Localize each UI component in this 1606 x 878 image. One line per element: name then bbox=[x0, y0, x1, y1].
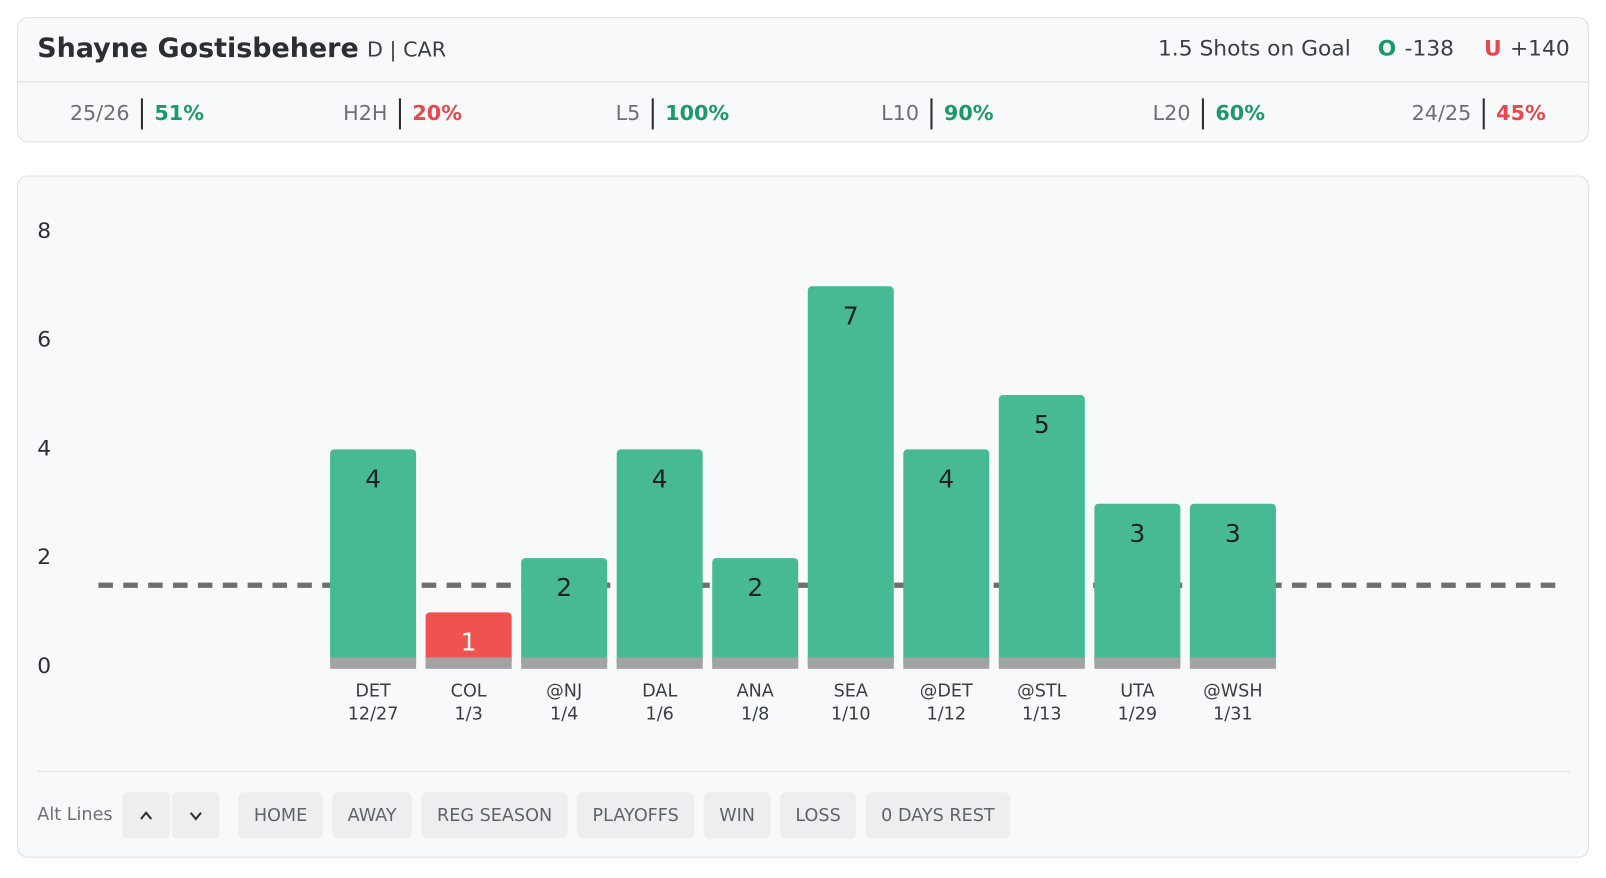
bar bbox=[1189, 503, 1276, 667]
y-tick-label: 4 bbox=[37, 436, 51, 461]
x-tick-date: 1/10 bbox=[831, 704, 871, 724]
y-tick-label: 8 bbox=[37, 219, 51, 244]
bar bbox=[616, 449, 703, 667]
stat-value: 45% bbox=[1496, 101, 1546, 125]
y-tick-label: 6 bbox=[37, 328, 51, 353]
y-tick-label: 2 bbox=[37, 545, 51, 570]
x-tick-date: 1/4 bbox=[550, 704, 578, 724]
bar-value-label: 2 bbox=[556, 573, 572, 602]
filter-button[interactable] bbox=[577, 792, 695, 839]
under-label: U bbox=[1484, 37, 1502, 62]
player-name: Shayne Gostisbehere bbox=[37, 33, 358, 64]
x-tick-date: 1/13 bbox=[1022, 704, 1062, 724]
x-tick-label: DAL bbox=[642, 682, 677, 702]
position-team: D | CAR bbox=[367, 38, 446, 63]
filter-label[interactable]: PLAYOFFS bbox=[593, 806, 679, 826]
bar-value-label: 3 bbox=[1225, 519, 1241, 548]
x-tick-date: 1/12 bbox=[927, 704, 967, 724]
filter-button[interactable] bbox=[332, 792, 413, 839]
stat-value: 60% bbox=[1215, 101, 1265, 125]
stat-label: L20 bbox=[1153, 101, 1191, 125]
bar-value-label: 7 bbox=[843, 301, 859, 330]
x-tick-label: COL bbox=[451, 682, 487, 702]
bar bbox=[330, 449, 417, 667]
filter-label[interactable]: WIN bbox=[719, 806, 755, 826]
bar-base bbox=[616, 657, 703, 669]
stat-label: L5 bbox=[616, 101, 641, 125]
bar bbox=[998, 394, 1085, 667]
x-tick-label: UTA bbox=[1120, 682, 1154, 702]
bar-base bbox=[1094, 657, 1181, 669]
stat-value: 100% bbox=[665, 101, 729, 125]
bar bbox=[425, 612, 512, 667]
stat-value: 90% bbox=[944, 101, 994, 125]
bar-base bbox=[521, 657, 608, 669]
bar-base bbox=[1189, 657, 1276, 669]
x-tick-label: @WSH bbox=[1203, 682, 1262, 702]
filter-label[interactable]: AWAY bbox=[348, 806, 397, 826]
alt-lines-label: Alt Lines bbox=[37, 805, 112, 825]
stat-value: 20% bbox=[412, 101, 462, 125]
chevron-up bbox=[140, 811, 153, 820]
x-tick-date: 1/29 bbox=[1118, 704, 1158, 724]
bar bbox=[807, 286, 894, 667]
bar-value-label: 1 bbox=[461, 627, 477, 656]
bar-value-label: 4 bbox=[365, 464, 381, 493]
chart-card bbox=[17, 175, 1589, 858]
bar-base bbox=[712, 657, 799, 669]
filter-label[interactable]: 0 DAYS REST bbox=[881, 806, 995, 826]
x-tick-label: DET bbox=[355, 682, 391, 702]
filter-button[interactable] bbox=[421, 792, 568, 839]
x-tick-label: @STL bbox=[1017, 682, 1067, 702]
bar-value-label: 4 bbox=[652, 464, 668, 493]
over-label: O bbox=[1378, 37, 1397, 62]
filter-label[interactable]: HOME bbox=[254, 806, 307, 826]
x-tick-date: 1/6 bbox=[646, 704, 674, 724]
filter-label[interactable]: LOSS bbox=[795, 806, 840, 826]
bar-value-label: 4 bbox=[938, 464, 954, 493]
stat-label: L10 bbox=[881, 101, 919, 125]
over-odds: -138 bbox=[1405, 37, 1454, 62]
bar bbox=[712, 558, 799, 667]
x-tick-label: ANA bbox=[737, 682, 774, 702]
filter-button[interactable] bbox=[865, 792, 1011, 839]
stat-label: 25/26 bbox=[70, 101, 130, 125]
x-tick-date: 1/3 bbox=[454, 704, 482, 724]
alt-down-button[interactable] bbox=[171, 792, 220, 839]
filter-label[interactable]: REG SEASON bbox=[437, 806, 552, 826]
prop-line: 1.5 Shots on Goal bbox=[1158, 37, 1351, 62]
stat-label: H2H bbox=[343, 101, 387, 125]
alt-up-button[interactable] bbox=[122, 792, 170, 839]
bar-base bbox=[903, 657, 990, 669]
bar-value-label: 3 bbox=[1129, 519, 1145, 548]
x-tick-label: SEA bbox=[834, 682, 868, 702]
x-tick-label: @NJ bbox=[546, 682, 582, 702]
x-tick-date: 1/8 bbox=[741, 704, 769, 724]
filter-button[interactable] bbox=[703, 792, 771, 839]
stat-value: 51% bbox=[154, 101, 204, 125]
y-tick-label: 0 bbox=[37, 654, 51, 679]
header-card bbox=[17, 17, 1589, 143]
chevron-down bbox=[189, 812, 202, 821]
bar-value-label: 5 bbox=[1034, 410, 1050, 439]
under-odds: +140 bbox=[1510, 37, 1570, 62]
bar-value-label: 2 bbox=[747, 573, 763, 602]
x-tick-date: 1/31 bbox=[1213, 704, 1253, 724]
bar-base bbox=[998, 657, 1085, 669]
filter-button[interactable] bbox=[779, 792, 857, 839]
filter-button[interactable] bbox=[238, 792, 323, 839]
bar-base bbox=[807, 657, 894, 669]
x-tick-label: @DET bbox=[920, 682, 973, 702]
bar-base bbox=[330, 657, 417, 669]
bar bbox=[903, 449, 990, 667]
bar bbox=[1094, 503, 1181, 667]
x-tick-date: 12/27 bbox=[348, 704, 399, 724]
stat-label: 24/25 bbox=[1412, 101, 1472, 125]
bar bbox=[521, 558, 608, 667]
bar-base bbox=[425, 657, 512, 669]
